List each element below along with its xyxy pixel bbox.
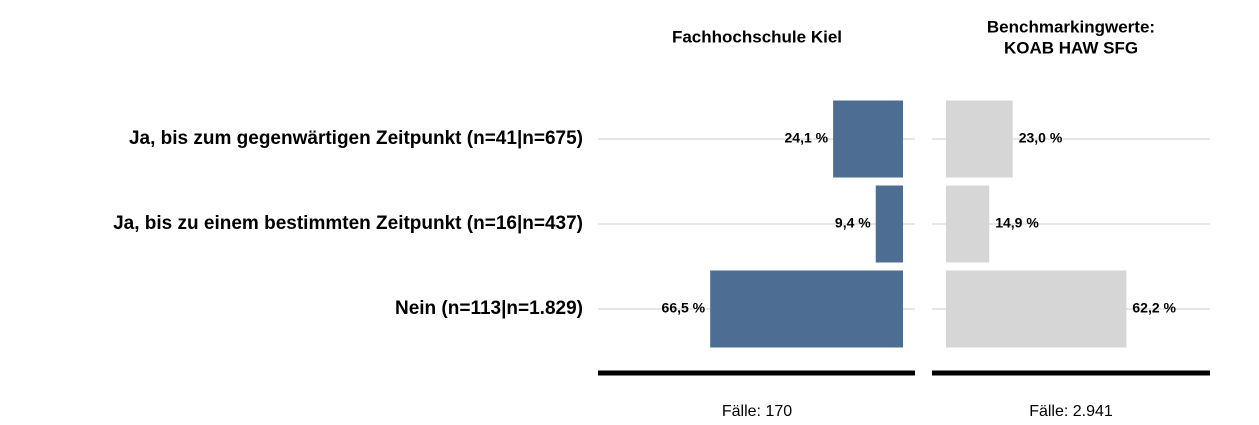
value-label: 23,0 % (1019, 130, 1063, 146)
value-label: 24,1 % (785, 130, 829, 146)
value-label: 66,5 % (662, 300, 706, 316)
bar (946, 270, 1127, 348)
category-label: Nein (n=113|n=1.829) (395, 298, 583, 319)
category-label: Ja, bis zu einem bestimmten Zeitpunkt (n… (113, 213, 583, 234)
value-label: 14,9 % (995, 215, 1039, 231)
value-label: 9,4 % (835, 215, 871, 231)
bar (946, 185, 990, 263)
bar (946, 100, 1013, 178)
panel-title: KOAB HAW SFG (1004, 38, 1138, 57)
value-label: 62,2 % (1132, 300, 1176, 316)
category-label: Ja, bis zum gegenwärtigen Zeitpunkt (n=4… (129, 128, 583, 149)
panel-title: Fachhochschule Kiel (672, 27, 842, 46)
bar (710, 270, 903, 348)
bar (875, 185, 903, 263)
footer: Fälle: 170 (722, 403, 792, 420)
bar (833, 100, 903, 178)
footer: Fälle: 2.941 (1029, 403, 1113, 420)
panel-title: Benchmarkingwerte: (987, 17, 1155, 36)
